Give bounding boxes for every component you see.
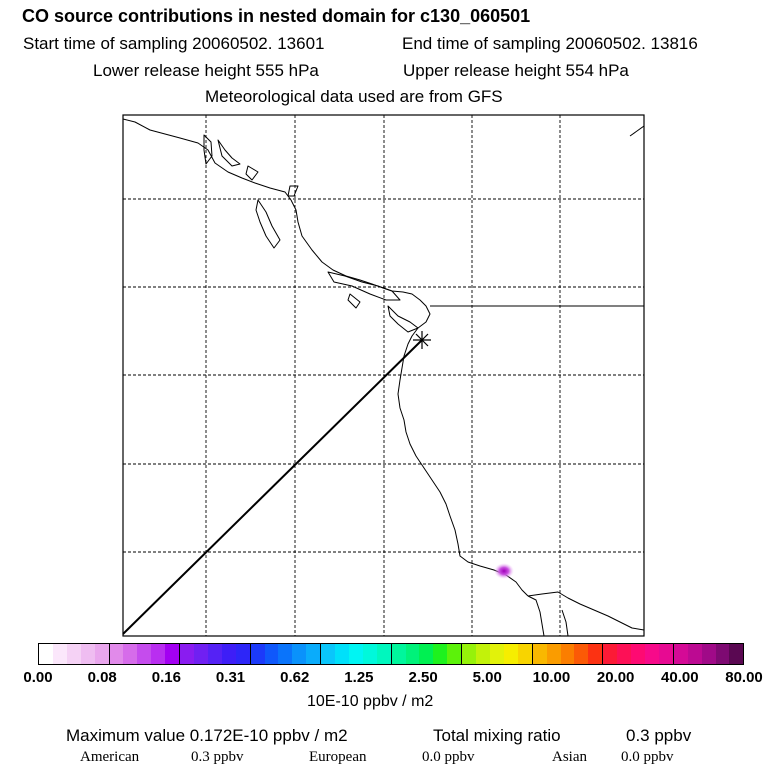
colorbar-segment bbox=[546, 644, 561, 664]
colorbar-segment bbox=[461, 644, 477, 664]
sample-location-marker bbox=[413, 331, 431, 349]
colorbar-segment bbox=[137, 644, 152, 664]
source-contribution-hotspot bbox=[494, 563, 514, 579]
american-label: American bbox=[80, 749, 140, 765]
colorbar-segment bbox=[644, 644, 659, 664]
colorbar-tick-label: 0.16 bbox=[151, 669, 181, 686]
end-time-label: End time of sampling 20060502. 13816 bbox=[402, 34, 698, 53]
american-value: 0.3 ppbv bbox=[191, 749, 244, 765]
colorbar-tick-label: 40.00 bbox=[661, 669, 699, 686]
asian-value: 0.0 ppbv bbox=[621, 749, 674, 765]
colorbar-segment bbox=[348, 644, 363, 664]
met-data-label: Meteorological data used are from GFS bbox=[205, 87, 503, 106]
colorbar-segment bbox=[123, 644, 138, 664]
colorbar-segment bbox=[390, 644, 406, 664]
colorbar-segment bbox=[517, 644, 532, 664]
colorbar-segment bbox=[687, 644, 702, 664]
colorbar-segment bbox=[306, 644, 321, 664]
colorbar-segment bbox=[151, 644, 166, 664]
colorbar-segment bbox=[658, 644, 673, 664]
colorbar-tick-label: 2.50 bbox=[408, 669, 438, 686]
colorbar-segment bbox=[108, 644, 124, 664]
total-mixing-ratio-value: 0.3 ppbv bbox=[626, 726, 692, 745]
colorbar-segment bbox=[531, 644, 547, 664]
colorbar-tick-label: 20.00 bbox=[596, 669, 635, 686]
colorbar-segment bbox=[405, 644, 420, 664]
colorbar-segment bbox=[179, 644, 194, 664]
colorbar-units: 10E-10 ppbv / m2 bbox=[307, 693, 434, 710]
colorbar-segment bbox=[235, 644, 250, 664]
colorbar-segment bbox=[376, 644, 391, 664]
colorbar-segment bbox=[729, 644, 744, 664]
colorbar-segment bbox=[490, 644, 504, 664]
colorbar-segment bbox=[94, 644, 109, 664]
max-value-label: Maximum value 0.172E-10 ppbv / m2 bbox=[66, 726, 348, 745]
colorbar-segment bbox=[292, 644, 307, 664]
colorbar-segment bbox=[631, 644, 645, 664]
start-time-label: Start time of sampling 20060502. 13601 bbox=[23, 34, 325, 53]
colorbar-segment bbox=[715, 644, 730, 664]
colorbar-segment bbox=[335, 644, 349, 664]
colorbar-tick-label: 80.00 bbox=[725, 669, 763, 686]
colorbar-tick-label: 0.08 bbox=[87, 669, 117, 686]
colorbar-segment bbox=[165, 644, 180, 664]
colorbar-segment bbox=[433, 644, 448, 664]
colorbar-tick-label: 5.00 bbox=[472, 669, 502, 686]
european-value: 0.0 ppbv bbox=[422, 749, 475, 765]
lower-height-label: Lower release height 555 hPa bbox=[93, 61, 319, 80]
colorbar-segment bbox=[278, 644, 293, 664]
colorbar-tick-label: 10.00 bbox=[532, 669, 571, 686]
colorbar-segment bbox=[362, 644, 377, 664]
colorbar-segment bbox=[476, 644, 490, 664]
colorbar-segment bbox=[320, 644, 336, 664]
colorbar-segment bbox=[207, 644, 222, 664]
colorbar-segment bbox=[617, 644, 632, 664]
grid-lines bbox=[123, 115, 644, 636]
colorbar-segment bbox=[264, 644, 279, 664]
colorbar-segment bbox=[221, 644, 236, 664]
colorbar-segment bbox=[574, 644, 589, 664]
colorbar-tick-label: 0.62 bbox=[280, 669, 310, 686]
flight-track bbox=[122, 339, 423, 635]
colorbar-segment bbox=[80, 644, 95, 664]
colorbar-segment bbox=[588, 644, 603, 664]
colorbar-segment bbox=[249, 644, 265, 664]
colorbar-segment bbox=[39, 644, 53, 664]
total-mixing-ratio-label: Total mixing ratio bbox=[433, 726, 561, 745]
map-frame bbox=[122, 114, 645, 637]
colorbar-segment bbox=[419, 644, 434, 664]
colorbar-segment bbox=[503, 644, 518, 664]
colorbar-segment bbox=[447, 644, 462, 664]
colorbar-segment bbox=[193, 644, 208, 664]
colorbar-tick-label: 0.31 bbox=[215, 669, 246, 686]
colorbar-segment bbox=[672, 644, 688, 664]
colorbar bbox=[38, 643, 744, 665]
colorbar-tick-label: 1.25 bbox=[344, 669, 374, 686]
colorbar-segment bbox=[66, 644, 81, 664]
colorbar-segment bbox=[52, 644, 67, 664]
coastlines bbox=[122, 118, 645, 637]
asian-label: Asian bbox=[552, 749, 587, 765]
colorbar-ticks: 0.00 0.08 0.16 0.31 0.62 1.25 2.50 5.00 10.00 20.… bbox=[0, 669, 768, 689]
map-title: CO source contributions in nested domain… bbox=[22, 6, 531, 26]
colorbar-segment bbox=[701, 644, 716, 664]
colorbar-segment bbox=[560, 644, 575, 664]
upper-height-label: Upper release height 554 hPa bbox=[403, 61, 629, 80]
colorbar-tick-label: 0.00 bbox=[23, 669, 53, 686]
colorbar-segment bbox=[602, 644, 618, 664]
european-label: European bbox=[309, 749, 367, 765]
